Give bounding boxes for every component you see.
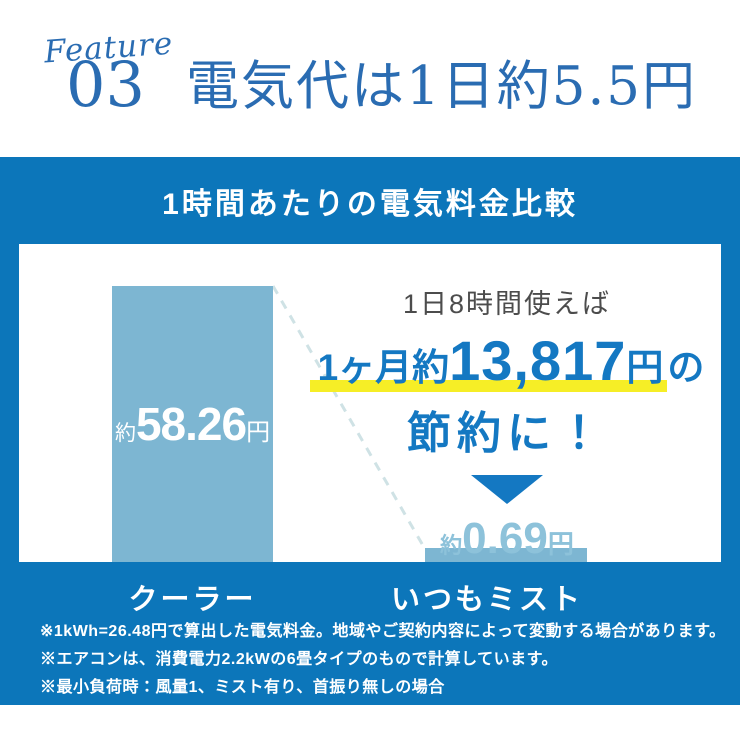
feature-header: Feature 03 電気代は1日約5.5円 xyxy=(0,0,740,157)
savings-annotation: 1日8時間使えば 1ヶ月約13,817円の 節約に！ 約0.69円 xyxy=(291,288,723,561)
bar-mist-value: 約0.69円 xyxy=(440,513,574,563)
yen-unit: 円 xyxy=(547,528,574,559)
bar-label-mist: いつもミスト xyxy=(391,584,584,616)
bar-cooler-value: 約58.26円 xyxy=(115,397,270,451)
savings-tail: の xyxy=(667,346,705,388)
footnote-line: ※1kWh=26.48円で算出した電気料金。地域やご契約内容によって変動する場合… xyxy=(40,623,726,640)
savings-exclamation: 節約に！ xyxy=(407,408,607,458)
savings-amount-line: 1ヶ月約13,817円の xyxy=(309,332,705,392)
page-title: 電気代は1日約5.5円 xyxy=(186,56,698,117)
mist-amount: 0.69 xyxy=(462,513,548,563)
savings-amount: 13,817 xyxy=(449,328,627,392)
down-arrow-icon xyxy=(471,474,543,504)
yen-unit: 円 xyxy=(246,419,271,446)
feature-number: 03 xyxy=(66,48,145,121)
approx-prefix: 約 xyxy=(440,532,463,558)
cooler-amount: 58.26 xyxy=(135,398,247,450)
footnotes: ※1kWh=26.48円で算出した電気料金。地域やご契約内容によって変動する場合… xyxy=(40,618,726,702)
footnote-line: ※最小負荷時：風量1、ミスト有り、首振り無しの場合 xyxy=(40,679,445,696)
savings-prefix: 1ヶ月約 xyxy=(317,346,450,388)
savings-unit: 円 xyxy=(626,346,664,388)
approx-prefix: 約 xyxy=(114,422,136,445)
comparison-chart-card: 約58.26円 1日8時間使えば 1ヶ月約13,817円の 節約に！ 約0.69… xyxy=(19,244,721,562)
footnote-line: ※エアコンは、消費電力2.2kWの6畳タイプのもので計算しています。 xyxy=(40,651,559,668)
bar-mist xyxy=(425,548,587,562)
usage-condition-text: 1日8時間使えば xyxy=(402,289,612,319)
bar-cooler: 約58.26円 xyxy=(112,286,273,562)
highlighted-savings: 1ヶ月約13,817円 xyxy=(309,332,668,392)
comparison-section: 1時間あたりの電気料金比較 約58.26円 1日8時間使えば 1ヶ月約13,81… xyxy=(0,157,740,705)
bar-label-cooler: クーラー xyxy=(128,584,257,616)
comparison-band-title: 1時間あたりの電気料金比較 xyxy=(162,188,578,221)
